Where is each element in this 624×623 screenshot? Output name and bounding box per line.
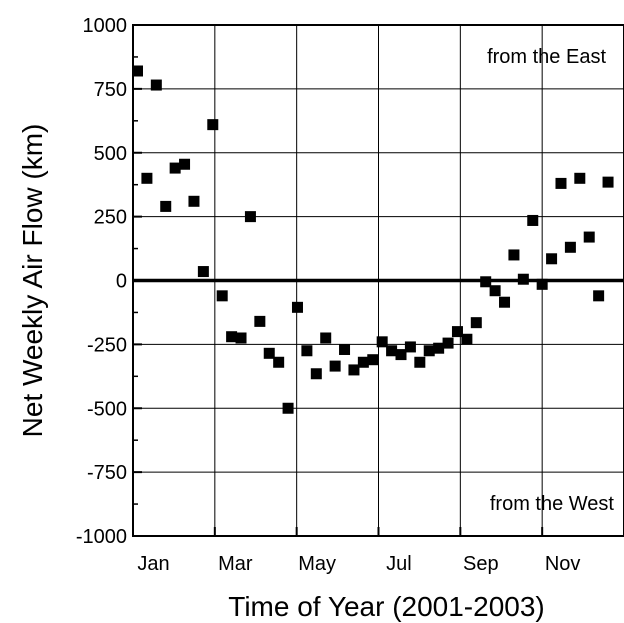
data-point: [414, 356, 426, 368]
x-axis-ticks: Jan Mar May Jul Sep Nov: [137, 527, 580, 575]
data-point: [169, 162, 181, 174]
annotation-from-east: from the East: [487, 46, 606, 68]
data-point: [593, 290, 605, 302]
y-axis-ticks: 1000 750 500 250 0 -250 -500 -750 -1000: [76, 15, 142, 548]
x-tick-label: May: [298, 553, 336, 575]
data-point: [235, 332, 247, 344]
y-tick-label: 1000: [83, 15, 128, 37]
data-point: [329, 360, 341, 372]
data-point: [132, 65, 144, 77]
data-point: [216, 290, 228, 302]
data-point: [179, 158, 191, 170]
data-point: [291, 301, 303, 313]
data-point: [263, 347, 275, 359]
data-point: [188, 195, 200, 207]
data-point: [442, 337, 454, 349]
data-point: [207, 119, 219, 131]
y-tick-label: 500: [94, 143, 127, 165]
y-tick-label: -750: [87, 462, 127, 484]
data-point: [461, 333, 473, 345]
annotation-from-west: from the West: [490, 493, 615, 515]
data-point: [150, 79, 162, 91]
data-point: [339, 343, 351, 355]
data-point: [310, 368, 322, 380]
data-point: [273, 356, 285, 368]
y-tick-label: 750: [94, 79, 127, 101]
data-point: [160, 200, 172, 212]
data-point: [470, 317, 482, 329]
data-point: [197, 266, 209, 278]
data-point: [574, 172, 586, 184]
x-tick-label: Mar: [218, 553, 253, 575]
y-tick-label: -500: [87, 398, 127, 420]
data-point: [517, 273, 529, 285]
data-point: [508, 249, 520, 261]
x-axis-title: Time of Year (2001-2003): [228, 591, 545, 622]
data-point: [348, 364, 360, 376]
data-point: [244, 211, 256, 223]
y-axis-title: Net Weekly Air Flow (km): [17, 124, 48, 438]
data-point: [583, 231, 595, 243]
data-point: [254, 315, 266, 327]
data-point: [433, 342, 445, 354]
y-tick-label: -1000: [76, 526, 127, 548]
x-tick-label: Sep: [463, 553, 499, 575]
data-point: [536, 278, 548, 290]
x-tick-label: Nov: [545, 553, 581, 575]
data-point: [527, 214, 539, 226]
data-point: [404, 341, 416, 353]
data-point: [357, 356, 369, 368]
data-point: [141, 172, 153, 184]
y-tick-label: -250: [87, 334, 127, 356]
data-point: [555, 177, 567, 189]
x-tick-label: Jan: [137, 553, 169, 575]
y-tick-label: 250: [94, 207, 127, 229]
data-point: [546, 253, 558, 265]
data-point: [367, 354, 379, 366]
data-point: [423, 345, 435, 357]
data-point: [226, 331, 238, 343]
data-point: [489, 285, 501, 297]
data-point: [499, 296, 511, 308]
data-point: [301, 345, 313, 357]
data-point: [376, 336, 388, 348]
data-point: [386, 345, 398, 357]
data-points: [132, 65, 614, 414]
data-point: [282, 402, 294, 414]
data-point: [480, 276, 492, 288]
x-tick-label: Jul: [386, 553, 412, 575]
y-tick-label: 0: [116, 271, 127, 293]
data-point: [395, 349, 407, 361]
data-point: [320, 332, 332, 344]
data-point: [602, 176, 614, 188]
data-point: [564, 241, 576, 253]
data-point: [451, 326, 463, 338]
